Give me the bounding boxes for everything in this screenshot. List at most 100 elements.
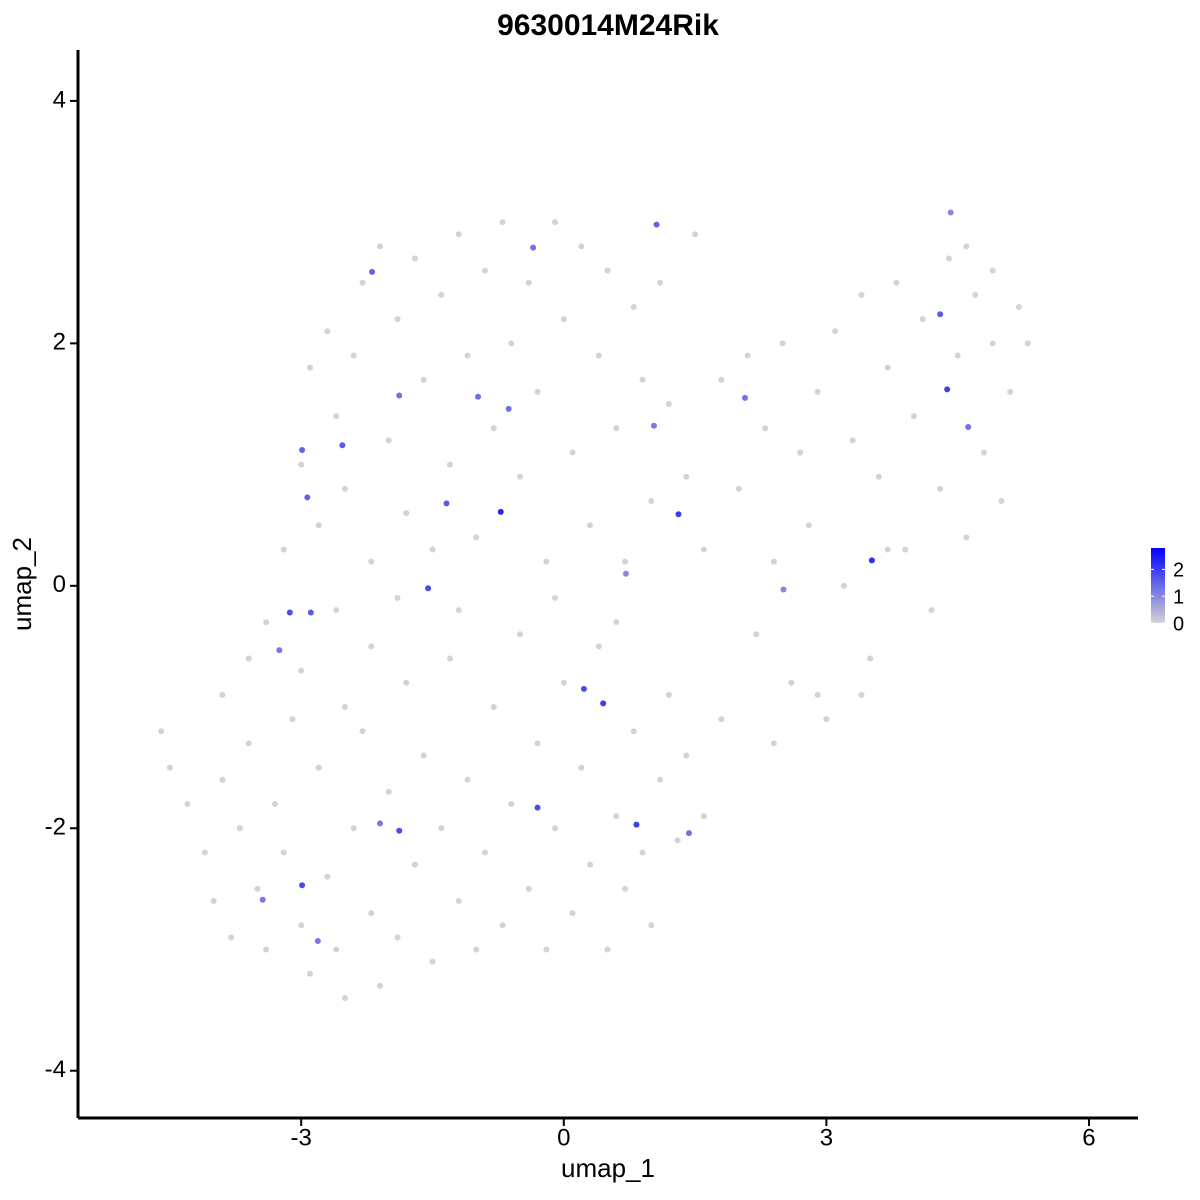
point (359, 728, 366, 735)
point (613, 813, 620, 820)
point (490, 704, 497, 711)
point (604, 267, 611, 274)
point (276, 647, 283, 654)
point (630, 303, 637, 310)
point (429, 546, 436, 553)
point (613, 425, 620, 432)
point (490, 425, 497, 432)
point (534, 388, 541, 395)
x-tick-label: 6 (1082, 1124, 1095, 1151)
point (396, 827, 403, 834)
point (685, 830, 692, 837)
point (254, 885, 261, 892)
point (184, 801, 191, 808)
point (350, 825, 357, 832)
x-tick-label: 3 (820, 1124, 833, 1151)
point (497, 508, 504, 515)
point (394, 934, 401, 941)
point (315, 764, 322, 771)
point (653, 221, 660, 228)
point (980, 449, 987, 456)
point (595, 643, 602, 650)
point (368, 910, 375, 917)
point (219, 776, 226, 783)
point (447, 655, 454, 662)
point (368, 558, 375, 565)
point (210, 898, 217, 905)
point (341, 994, 348, 1001)
point (954, 352, 961, 359)
point (508, 801, 515, 808)
point (530, 244, 537, 251)
point (280, 849, 287, 856)
point (333, 413, 340, 420)
point (376, 982, 383, 989)
point (236, 825, 243, 832)
y-tick-label: -2 (45, 814, 66, 841)
point (622, 885, 629, 892)
point (788, 679, 795, 686)
point (700, 546, 707, 553)
point (604, 946, 611, 953)
point (779, 340, 786, 347)
point (219, 691, 226, 698)
point (315, 522, 322, 529)
point (299, 882, 306, 889)
point (753, 631, 760, 638)
point (482, 849, 489, 856)
point (595, 352, 602, 359)
point (429, 958, 436, 965)
point (368, 643, 375, 650)
point (447, 461, 454, 468)
x-tick-label: 0 (557, 1124, 570, 1151)
point (989, 267, 996, 274)
point (425, 585, 432, 592)
point (286, 609, 293, 616)
point (341, 704, 348, 711)
point (639, 376, 646, 383)
point (944, 386, 951, 393)
point (580, 685, 587, 692)
point (341, 485, 348, 492)
x-axis-label: umap_1 (561, 1153, 655, 1183)
point (438, 291, 445, 298)
point (741, 394, 748, 401)
point (259, 896, 266, 903)
point (797, 449, 804, 456)
point (517, 631, 524, 638)
point (972, 291, 979, 298)
point (569, 449, 576, 456)
point (166, 764, 173, 771)
point (683, 473, 690, 480)
point (600, 700, 607, 707)
point (438, 825, 445, 832)
point (473, 534, 480, 541)
point (394, 594, 401, 601)
point (314, 938, 321, 945)
point (919, 316, 926, 323)
point (543, 946, 550, 953)
point (884, 546, 891, 553)
point (333, 607, 340, 614)
point (304, 494, 311, 501)
point (858, 291, 865, 298)
point (805, 522, 812, 529)
y-tick-label: 0 (53, 571, 66, 598)
point (455, 898, 462, 905)
point (298, 461, 305, 468)
point (1024, 340, 1031, 347)
point (963, 243, 970, 250)
point (499, 219, 506, 226)
y-tick-label: 2 (53, 329, 66, 356)
point (578, 764, 585, 771)
point (832, 328, 839, 335)
point (613, 619, 620, 626)
point (657, 776, 664, 783)
point (394, 316, 401, 323)
colorbar-tick-label: 0 (1173, 613, 1184, 635)
point (271, 801, 278, 808)
point (263, 619, 270, 626)
point (263, 946, 270, 953)
point (552, 594, 559, 601)
point (884, 364, 891, 371)
